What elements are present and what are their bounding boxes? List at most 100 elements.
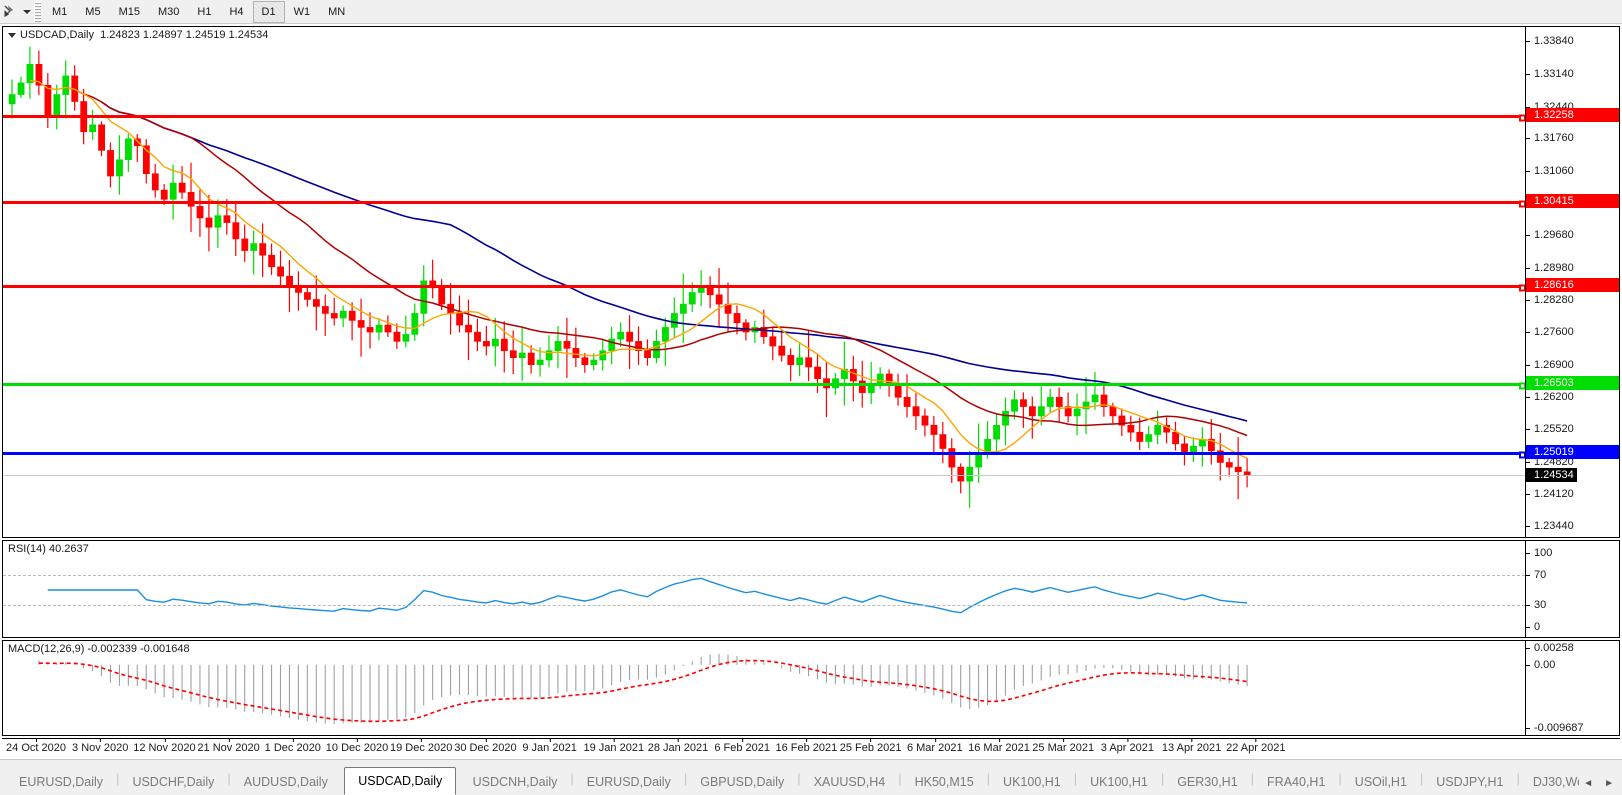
- date-tick: 3 Nov 2020: [72, 738, 129, 754]
- tab-xauusd-h4[interactable]: XAUUSD,H4: [813, 775, 886, 789]
- tab-separator: |: [986, 771, 991, 786]
- date-tick: 6 Feb 2021: [714, 738, 771, 754]
- rsi-axis[interactable]: 100 70 30 0: [1525, 541, 1619, 637]
- tab-scroll-controls[interactable]: ◄ ►: [1579, 778, 1622, 795]
- period-button-w1[interactable]: W1: [293, 5, 311, 18]
- period-button-m30[interactable]: M30: [157, 5, 180, 18]
- date-tick: 6 Mar 2021: [906, 738, 963, 754]
- tab-separator: |: [1516, 771, 1520, 786]
- price-tick: 1.33140: [1526, 68, 1574, 81]
- toolbar-dropdown-arrow-icon[interactable]: [20, 2, 33, 22]
- date-tick: 1 Dec 2020: [264, 738, 321, 754]
- rsi-title: RSI(14) 40.2637: [8, 543, 89, 555]
- price-level-label-resistance-2: 1.30415: [1526, 193, 1619, 208]
- level-line-resistance-2[interactable]: [3, 200, 1525, 208]
- tab-scroll-left-icon[interactable]: ◄: [1583, 778, 1594, 789]
- period-button-m1[interactable]: M1: [52, 5, 68, 18]
- tab-fra40-h1[interactable]: FRA40,H1: [1267, 775, 1326, 789]
- period-button-h1[interactable]: H1: [197, 5, 212, 18]
- price-axis[interactable]: 1.33840 1.33140 1.32440 1.31760 1.31060 1.296…: [1525, 27, 1619, 537]
- pane-collapse-triangle-icon[interactable]: [8, 33, 16, 38]
- tab-dj30-weekly[interactable]: DJ30,Weekly: [1532, 775, 1579, 789]
- date-tick: 24 Oct 2020: [6, 738, 66, 754]
- tab-usdjpy-h1[interactable]: USDJPY,H1: [1436, 775, 1504, 789]
- price-tick: 1.31060: [1526, 165, 1574, 178]
- tab-ger30-h1[interactable]: GER30,H1: [1177, 775, 1238, 789]
- rsi-tick: 70: [1526, 569, 1546, 582]
- level-line-resistance-1[interactable]: [3, 114, 1525, 122]
- level-line-handle[interactable]: [1519, 200, 1525, 208]
- date-tick: 22 Apr 2021: [1226, 738, 1286, 754]
- chart-canvas-area[interactable]: USDCAD,Daily 1.24823 1.24897 1.24519 1.2…: [0, 24, 1622, 759]
- rsi-line-svg: [47, 577, 1248, 614]
- tab-usdchf-daily[interactable]: USDCHF,Daily: [132, 775, 215, 789]
- price-level-label-support-green: 1.26503: [1526, 376, 1619, 391]
- date-tick: 25 Feb 2021: [839, 738, 902, 754]
- price-level-label-support-blue: 1.25019: [1526, 445, 1619, 460]
- date-tick: 3 Apr 2021: [1100, 738, 1154, 754]
- price-tick: 1.31760: [1526, 132, 1574, 145]
- tab-separator: |: [797, 771, 801, 786]
- price-tick: 1.29680: [1526, 229, 1574, 242]
- chart-tab-bar[interactable]: EURUSD,Daily | USDCHF,Daily | AUDUSD,Daily | U…: [0, 759, 1622, 795]
- price-tick: 1.23440: [1526, 520, 1574, 533]
- price-tick: 1.24120: [1526, 488, 1574, 501]
- tab-usdcad-daily[interactable]: USDCAD,Daily: [344, 767, 457, 795]
- tab-audusd-daily[interactable]: AUDUSD,Daily: [243, 775, 328, 789]
- level-line-handle[interactable]: [1519, 382, 1525, 390]
- date-tick: 19 Jan 2021: [583, 738, 645, 754]
- tab-gbpusd-daily[interactable]: GBPUSD,Daily: [700, 775, 785, 789]
- tab-separator: |: [1250, 771, 1255, 786]
- date-tick: 30 Dec 2020: [454, 738, 517, 754]
- tab-usoil-h1[interactable]: USOil,H1: [1354, 775, 1407, 789]
- main-chart-title: USDCAD,Daily 1.24823 1.24897 1.24519 1.2…: [20, 29, 269, 41]
- last-price-gridline: [3, 474, 1525, 476]
- rsi-plot[interactable]: [3, 541, 1525, 637]
- tab-eurusd-daily[interactable]: EURUSD,Daily: [586, 775, 671, 789]
- tab-hk50-m15[interactable]: HK50,M15: [914, 775, 974, 789]
- macd-pane[interactable]: MACD(12,26,9) -0.002339 -0.001648 0.0025…: [2, 640, 1620, 736]
- tab-uk100-h1[interactable]: UK100,H1: [1090, 775, 1148, 789]
- price-level-label-resistance-1: 1.32258: [1526, 108, 1619, 123]
- date-axis[interactable]: 24 Oct 2020 3 Nov 2020 12 Nov 2020 21 Nov 2…: [2, 738, 1620, 758]
- period-button-m5[interactable]: M5: [85, 5, 101, 18]
- macd-histogram-svg: [38, 653, 1248, 725]
- rsi-pane[interactable]: RSI(14) 40.2637 100 70 30 0: [2, 540, 1620, 638]
- period-button-h4[interactable]: H4: [229, 5, 244, 18]
- macd-tick: -0.009687: [1526, 722, 1584, 735]
- tab-eurusd-daily[interactable]: EURUSD,Daily: [19, 775, 104, 789]
- rsi-level-70: [3, 575, 1525, 577]
- main-price-pane[interactable]: USDCAD,Daily 1.24823 1.24897 1.24519 1.2…: [2, 26, 1620, 538]
- macd-plot[interactable]: [3, 641, 1525, 735]
- macd-tick: 0.00258: [1526, 642, 1574, 655]
- tab-scroll-right-icon[interactable]: ►: [1604, 778, 1614, 789]
- date-tick: 19 Dec 2020: [389, 738, 453, 754]
- level-line-handle[interactable]: [1519, 451, 1525, 459]
- price-tick: 1.28980: [1526, 262, 1574, 275]
- tab-separator: |: [1338, 771, 1342, 786]
- level-line-resistance-3[interactable]: [3, 284, 1525, 292]
- toolbar-grip-handle[interactable]: [34, 1, 41, 22]
- level-line-handle[interactable]: [1519, 284, 1525, 292]
- price-tick: 1.33840: [1526, 35, 1574, 48]
- price-plot[interactable]: [3, 27, 1525, 537]
- period-button-d1[interactable]: D1: [252, 0, 285, 23]
- level-line-support-green[interactable]: [3, 382, 1525, 390]
- period-button-mn[interactable]: MN: [328, 5, 346, 18]
- level-line-support-blue[interactable]: [3, 451, 1525, 459]
- tab-separator: |: [116, 771, 120, 786]
- macd-title: MACD(12,26,9) -0.002339 -0.001648: [8, 643, 190, 655]
- tab-uk100-h1[interactable]: UK100,H1: [1003, 775, 1061, 789]
- tab-usdcnh-daily[interactable]: USDCNH,Daily: [472, 775, 558, 789]
- timeframe-toolbar: M1 M5 M15 M30 H1 H4 D1 W1 MN: [0, 0, 1622, 24]
- level-line-handle[interactable]: [1519, 114, 1525, 122]
- tab-separator: |: [570, 771, 574, 786]
- period-button-m15[interactable]: M15: [118, 5, 140, 18]
- period-button-group: M1 M5 M15 M30 H1 H4 D1 W1 MN: [43, 0, 354, 23]
- date-tick: 9 Jan 2021: [522, 738, 577, 754]
- macd-axis[interactable]: 0.00258 0.00 -0.009687: [1525, 641, 1619, 735]
- tab-separator: |: [1073, 771, 1078, 786]
- tab-separator: |: [1419, 771, 1424, 786]
- crosshair-cursor-icon[interactable]: [0, 2, 20, 22]
